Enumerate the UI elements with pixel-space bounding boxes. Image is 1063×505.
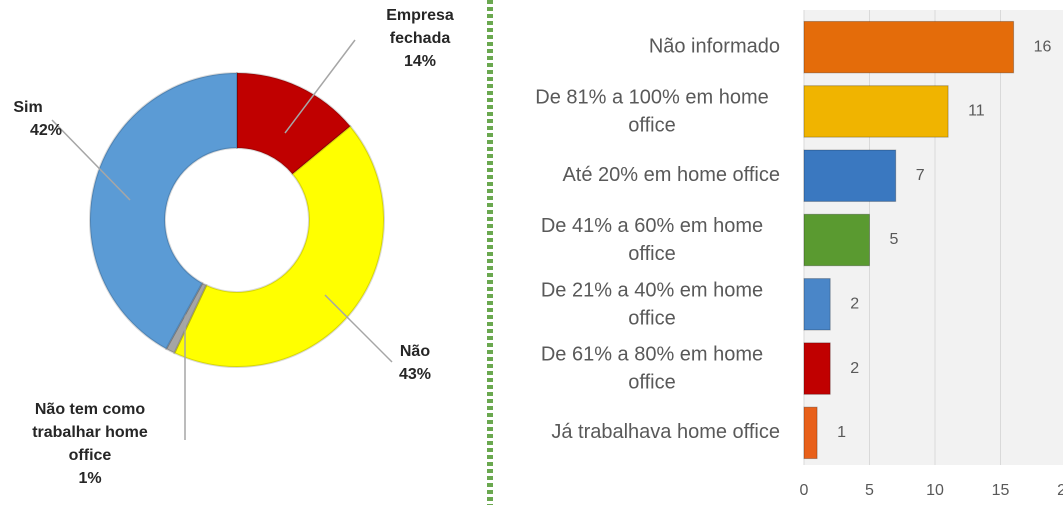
- label-line: De 81% a 100% em home: [535, 87, 768, 109]
- label-line: De 61% a 80% em home: [541, 344, 763, 366]
- data-label-name: Sim: [13, 99, 42, 116]
- label-line: trabalhar home: [32, 424, 148, 441]
- label-line: Sim: [13, 99, 42, 116]
- x-tick-label: 5: [865, 482, 874, 499]
- x-tick-label: 15: [992, 482, 1010, 499]
- y-tick-label: De 81% a 100% em home office: [535, 87, 768, 137]
- bar: [803, 406, 818, 460]
- data-label: 16: [1034, 38, 1052, 55]
- data-label: 5: [890, 231, 899, 248]
- data-label-name: Empresa fechada: [386, 7, 454, 47]
- leader-line: [51, 119, 131, 201]
- data-label-value: 43%: [399, 366, 431, 383]
- x-tick-label: 20: [1057, 482, 1063, 499]
- y-tick-label: De 21% a 40% em home office: [541, 280, 763, 330]
- bar: [803, 213, 870, 267]
- label-line: office: [69, 447, 112, 464]
- data-label: 2: [850, 360, 859, 377]
- label-line: office: [628, 243, 675, 265]
- data-label: 7: [916, 167, 925, 184]
- data-label-value: 42%: [30, 122, 62, 139]
- bar: [803, 20, 1015, 74]
- bar: [803, 149, 897, 202]
- label-line: Não: [400, 343, 430, 360]
- label-line: fechada: [390, 30, 451, 47]
- bar: [803, 342, 831, 395]
- label-line: De 21% a 40% em home: [541, 280, 763, 302]
- label-line: office: [628, 372, 675, 394]
- label-line: Não tem como: [35, 401, 145, 418]
- x-tick-label: 0: [800, 482, 809, 499]
- data-label-value: 14%: [404, 53, 436, 70]
- data-label: 2: [850, 296, 859, 313]
- y-tick-label: Até 20% em home office: [562, 164, 780, 186]
- bar: [803, 85, 949, 138]
- donut-slice: [89, 71, 238, 351]
- data-label-value: 1%: [78, 470, 101, 487]
- leader-line: [284, 39, 356, 134]
- data-label: 1: [837, 424, 846, 441]
- label-line: office: [628, 115, 675, 137]
- data-label-name: Não tem como trabalhar home office: [32, 401, 148, 464]
- bar: [803, 278, 831, 331]
- data-label: 11: [968, 103, 985, 120]
- data-label-name: Não: [400, 343, 430, 360]
- label-line: Empresa: [386, 7, 454, 24]
- y-tick-label: De 41% a 60% em home office: [541, 215, 763, 265]
- label-line: office: [628, 308, 675, 330]
- donut-slice: [164, 281, 208, 355]
- x-tick-label: 10: [926, 482, 944, 499]
- y-tick-label: Não informado: [649, 35, 780, 57]
- donut-slice: [173, 124, 385, 368]
- label-line: De 41% a 60% em home: [541, 215, 763, 237]
- y-tick-label: Já trabalhava home office: [551, 421, 780, 443]
- leader-line: [324, 294, 393, 363]
- y-tick-label: De 61% a 80% em home office: [541, 344, 763, 394]
- donut-slice: [236, 71, 352, 176]
